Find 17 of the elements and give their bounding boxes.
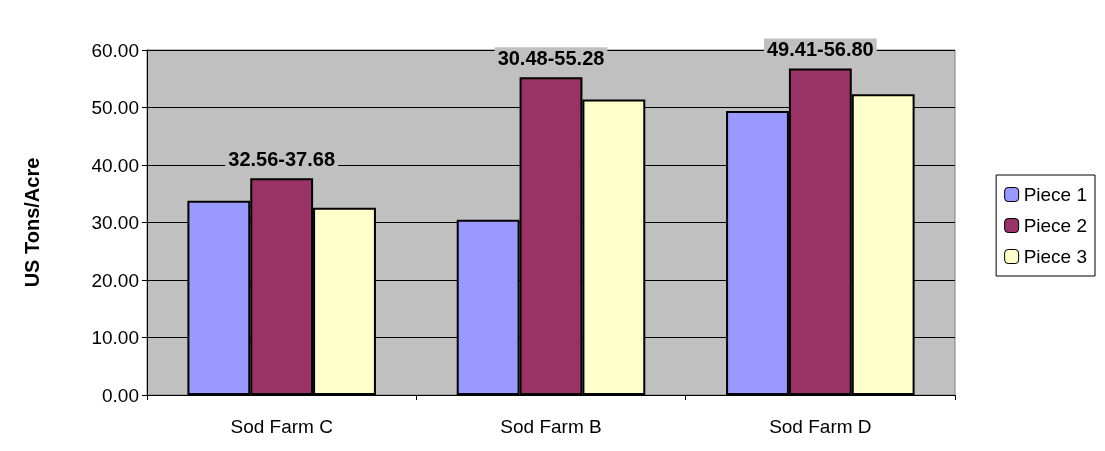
legend-label: Piece 3 xyxy=(1023,246,1087,267)
y-tick-label: 10.00 xyxy=(91,327,139,348)
annotation: 30.48-55.28 xyxy=(497,47,605,70)
y-axis-title: US Tons/Acre xyxy=(21,157,43,288)
legend-label: Piece 2 xyxy=(1023,215,1087,236)
y-tick-label: 20.00 xyxy=(91,269,139,291)
y-tick-label: 40.00 xyxy=(91,154,139,176)
x-tick-label: Sod Farm D xyxy=(769,416,872,437)
y-tick-label: 0.00 xyxy=(102,384,139,406)
annotation: 32.56-37.68 xyxy=(228,148,336,171)
legend-label: Piece 1 xyxy=(1023,184,1087,205)
annotation: 49.41-56.80 xyxy=(766,38,874,61)
y-tick-label: 50.00 xyxy=(91,97,139,118)
x-tick-label: Sod Farm C xyxy=(230,416,333,437)
x-tick-label: Sod Farm B xyxy=(500,416,602,437)
y-tick-label: 60.00 xyxy=(91,39,139,61)
y-tick-label: 30.00 xyxy=(91,212,139,233)
